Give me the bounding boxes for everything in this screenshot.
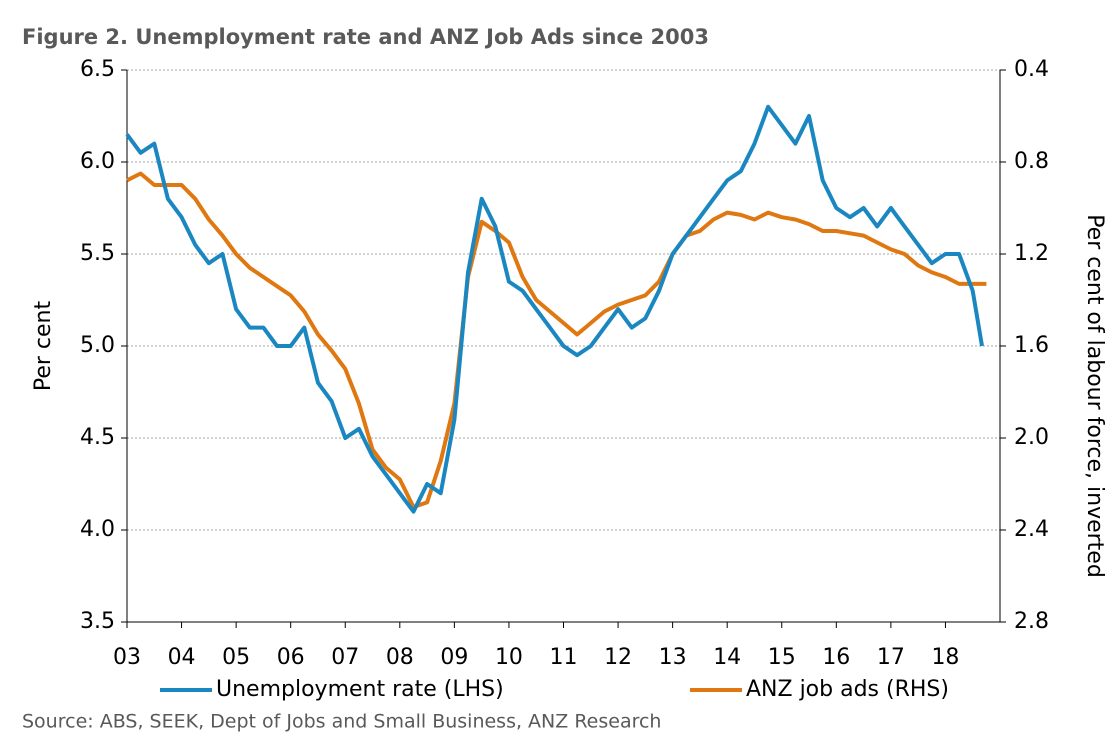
y2-tick-label: 2.8 bbox=[1014, 609, 1049, 634]
x-tick-label: 16 bbox=[822, 645, 850, 670]
x-tick-label: 18 bbox=[931, 645, 959, 670]
x-tick-label: 08 bbox=[386, 645, 414, 670]
y2-tick-label: 1.6 bbox=[1014, 333, 1049, 358]
x-tick-label: 17 bbox=[877, 645, 905, 670]
y2-tick-label: 2.0 bbox=[1014, 425, 1049, 450]
chart-title: Figure 2. Unemployment rate and ANZ Job … bbox=[22, 25, 709, 49]
y-tick-label: 5.5 bbox=[80, 241, 115, 266]
y2-tick-label: 1.2 bbox=[1014, 241, 1049, 266]
legend-label: Unemployment rate (LHS) bbox=[216, 677, 504, 702]
y-tick-label: 6.0 bbox=[80, 149, 115, 174]
x-tick-label: 03 bbox=[113, 645, 141, 670]
y-tick-label: 5.0 bbox=[80, 333, 115, 358]
x-tick-label: 12 bbox=[604, 645, 632, 670]
y-tick-label: 4.5 bbox=[80, 425, 115, 450]
y2-tick-label: 0.4 bbox=[1014, 57, 1049, 82]
y-axis-label: Per cent bbox=[31, 301, 56, 392]
x-tick-label: 09 bbox=[440, 645, 468, 670]
x-tick-label: 10 bbox=[495, 645, 523, 670]
x-tick-label: 11 bbox=[550, 645, 578, 670]
legend-label: ANZ job ads (RHS) bbox=[746, 677, 949, 702]
x-tick-label: 13 bbox=[659, 645, 687, 670]
y2-tick-label: 2.4 bbox=[1014, 517, 1049, 542]
x-tick-label: 05 bbox=[222, 645, 250, 670]
x-tick-label: 04 bbox=[168, 645, 196, 670]
data-line bbox=[125, 104, 984, 514]
x-tick-label: 07 bbox=[331, 645, 359, 670]
data-line bbox=[126, 171, 987, 509]
source-note: Source: ABS, SEEK, Dept of Jobs and Smal… bbox=[22, 711, 661, 733]
x-tick-label: 06 bbox=[277, 645, 305, 670]
y2-tick-label: 0.8 bbox=[1014, 149, 1049, 174]
x-tick-label: 15 bbox=[768, 645, 796, 670]
y-tick-label: 4.0 bbox=[80, 517, 115, 542]
y-tick-label: 6.5 bbox=[80, 57, 115, 82]
x-tick-label: 14 bbox=[713, 645, 741, 670]
y-tick-label: 3.5 bbox=[80, 609, 115, 634]
y2-axis-label: Per cent of labour force, inverted bbox=[1082, 214, 1107, 578]
